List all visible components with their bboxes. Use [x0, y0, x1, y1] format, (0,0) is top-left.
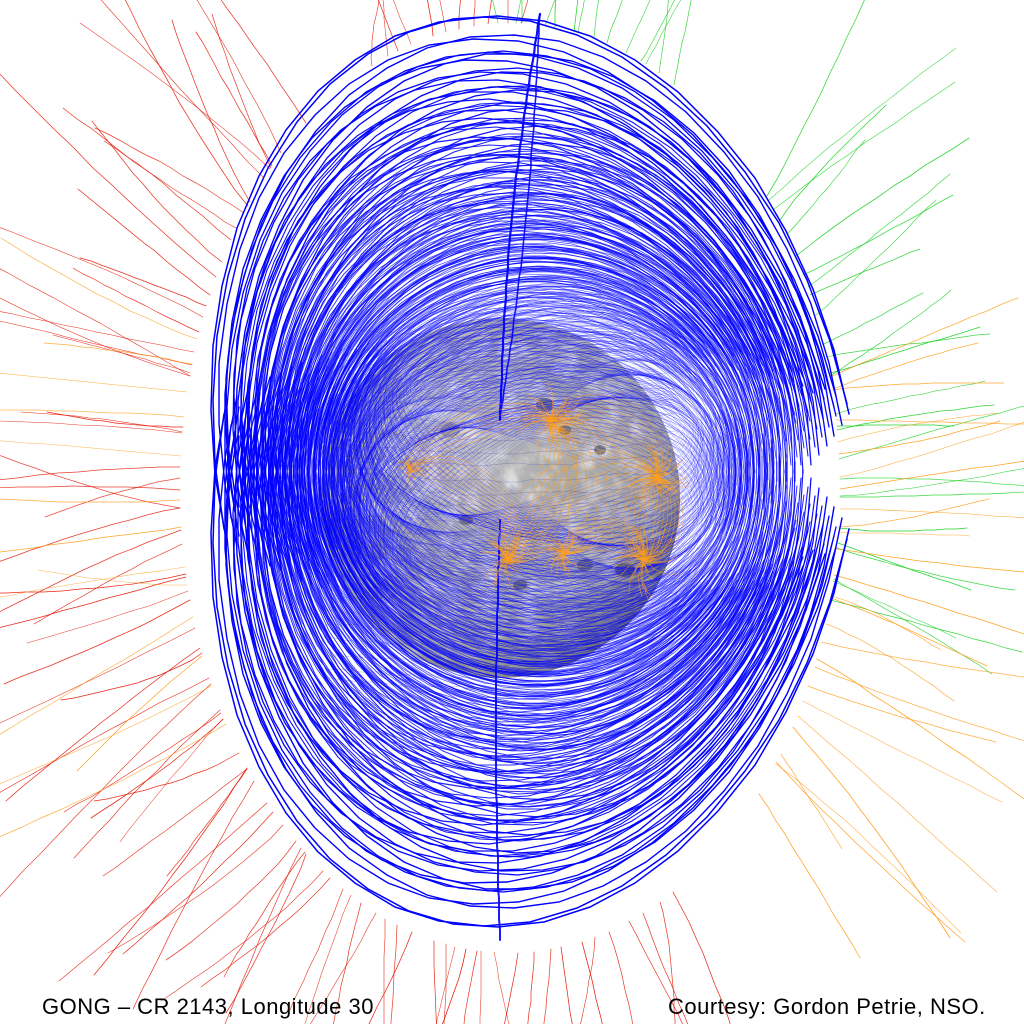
svg-text:GONG – CR 2143, Longitude 30: GONG – CR 2143, Longitude 30 [42, 994, 374, 1019]
svg-text:Courtesy: Gordon Petrie, NSO.: Courtesy: Gordon Petrie, NSO. [668, 994, 986, 1019]
